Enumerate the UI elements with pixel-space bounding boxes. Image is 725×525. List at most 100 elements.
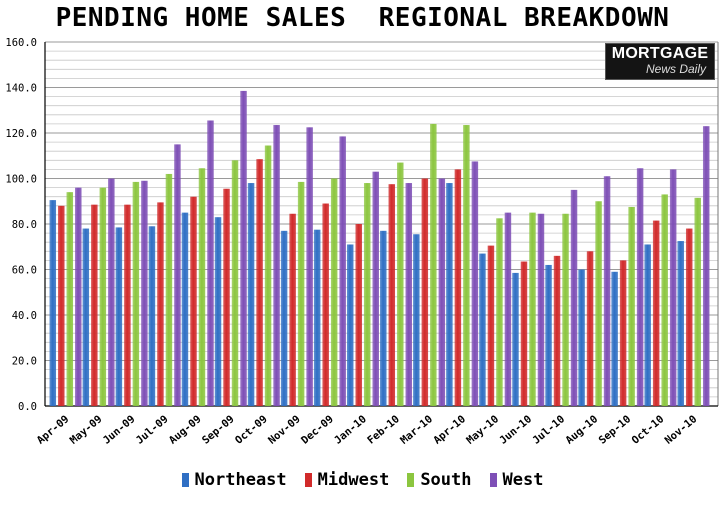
bar-northeast-aug-10 xyxy=(578,269,585,406)
legend-item-midwest: Midwest xyxy=(304,470,390,490)
x-tick-label: May-09 xyxy=(68,413,105,447)
legend-item-northeast: Northeast xyxy=(181,470,287,490)
brand-logo: MORTGAGE News Daily xyxy=(605,43,715,80)
bars xyxy=(49,90,710,407)
bar-northeast-oct-10 xyxy=(644,244,651,406)
bar-west-nov-10 xyxy=(702,126,710,407)
bar-south-sep-10 xyxy=(628,206,635,406)
x-tick-label: Aug-10 xyxy=(563,413,600,447)
bar-west-dec-09 xyxy=(339,136,346,406)
bar-northeast-may-10 xyxy=(479,253,486,406)
legend: Northeast Midwest South West xyxy=(0,470,725,490)
bar-west-sep-09 xyxy=(240,90,247,406)
bar-west-nov-09 xyxy=(306,127,313,406)
bar-west-oct-09 xyxy=(273,125,280,406)
bar-midwest-mar-10 xyxy=(421,178,429,406)
bar-west-jan-10 xyxy=(372,171,379,406)
bar-midwest-jul-09 xyxy=(157,202,164,406)
y-tick-label: 40.0 xyxy=(12,310,37,322)
bar-west-aug-10 xyxy=(603,176,611,406)
x-tick-label: Apr-10 xyxy=(431,413,468,447)
bar-northeast-jul-09 xyxy=(148,226,156,406)
x-tick-label: Apr-09 xyxy=(35,413,72,447)
bar-northeast-may-09 xyxy=(82,228,90,406)
bar-midwest-aug-09 xyxy=(190,196,197,406)
legend-swatch xyxy=(407,473,415,487)
bar-south-mar-10 xyxy=(430,123,437,407)
legend-swatch xyxy=(304,473,312,487)
legend-label: South xyxy=(420,470,472,490)
bar-south-apr-10 xyxy=(463,125,470,406)
bar-northeast-mar-10 xyxy=(413,234,420,406)
bar-west-oct-10 xyxy=(669,169,677,406)
bar-south-may-09 xyxy=(99,187,107,406)
bar-midwest-jan-10 xyxy=(355,224,362,406)
bar-south-oct-09 xyxy=(264,145,272,406)
bar-midwest-dec-09 xyxy=(322,203,329,406)
legend-label: West xyxy=(502,470,544,490)
bar-northeast-jul-10 xyxy=(545,264,552,406)
x-tick-label: Jun-10 xyxy=(497,413,534,447)
bar-midwest-sep-10 xyxy=(619,260,627,406)
bar-south-jul-09 xyxy=(165,173,173,406)
x-tick-label: Jan-10 xyxy=(332,413,369,447)
y-tick-label: 120.0 xyxy=(5,128,37,140)
bar-midwest-apr-09 xyxy=(58,205,65,406)
x-tick-label: Sep-09 xyxy=(200,413,237,447)
bar-northeast-nov-09 xyxy=(280,230,288,406)
bar-northeast-feb-10 xyxy=(380,230,387,406)
bar-south-jun-10 xyxy=(529,212,536,406)
bar-midwest-oct-09 xyxy=(256,159,263,406)
bar-west-jun-09 xyxy=(141,180,148,406)
bar-midwest-may-10 xyxy=(487,245,495,406)
legend-label: Midwest xyxy=(317,470,390,490)
bar-northeast-jun-09 xyxy=(115,227,123,406)
bar-west-apr-09 xyxy=(75,187,82,406)
bar-northeast-dec-09 xyxy=(313,229,321,406)
x-tick-label: Aug-09 xyxy=(167,413,204,447)
bar-northeast-apr-10 xyxy=(446,183,453,406)
bar-northeast-sep-09 xyxy=(214,217,222,406)
bar-midwest-oct-10 xyxy=(652,220,660,406)
bar-south-jun-09 xyxy=(132,181,140,406)
bar-south-aug-09 xyxy=(198,168,206,406)
bar-west-jul-10 xyxy=(570,189,578,406)
x-tick-label: Oct-10 xyxy=(630,413,667,447)
legend-swatch xyxy=(489,473,497,487)
x-tick-label: Nov-10 xyxy=(663,413,700,447)
bar-northeast-oct-09 xyxy=(247,183,255,406)
bar-south-nov-09 xyxy=(297,181,305,406)
x-tick-label: Jul-10 xyxy=(530,413,567,447)
bar-south-aug-10 xyxy=(595,201,602,406)
bar-south-nov-10 xyxy=(694,197,701,406)
bar-northeast-nov-10 xyxy=(677,241,684,406)
bar-south-dec-09 xyxy=(330,178,338,406)
bar-west-jun-10 xyxy=(537,213,545,406)
bar-west-sep-10 xyxy=(636,168,644,406)
bar-south-may-10 xyxy=(496,218,503,406)
bar-midwest-nov-09 xyxy=(289,213,296,406)
bar-northeast-aug-09 xyxy=(181,212,189,406)
x-tick-label: Sep-10 xyxy=(597,413,634,447)
bar-south-jul-10 xyxy=(562,213,569,406)
bar-west-mar-10 xyxy=(438,178,446,406)
bar-midwest-apr-10 xyxy=(454,169,462,406)
bar-west-jul-09 xyxy=(174,144,181,406)
bar-west-apr-10 xyxy=(471,161,479,406)
x-tick-label: Feb-10 xyxy=(365,413,402,447)
legend-item-south: South xyxy=(407,470,472,490)
bar-midwest-jun-09 xyxy=(124,204,131,406)
bar-west-may-09 xyxy=(108,178,115,406)
x-tick-label: Mar-10 xyxy=(398,413,435,447)
bar-northeast-apr-09 xyxy=(49,200,57,406)
y-tick-label: 60.0 xyxy=(12,265,37,277)
x-tick-label: Nov-09 xyxy=(266,413,303,447)
legend-label: Northeast xyxy=(194,470,287,490)
bar-midwest-may-09 xyxy=(91,204,98,406)
bar-south-jan-10 xyxy=(363,183,371,406)
y-tick-label: 80.0 xyxy=(12,219,37,231)
y-tick-label: 100.0 xyxy=(5,174,37,186)
bar-northeast-jan-10 xyxy=(346,244,354,406)
bar-midwest-nov-10 xyxy=(685,228,693,406)
